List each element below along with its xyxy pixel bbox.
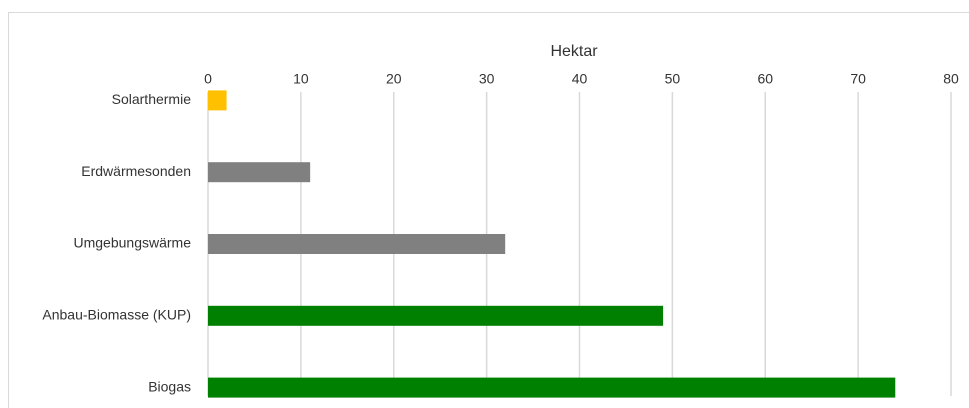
y-tick-label: Umgebungswärme — [74, 235, 192, 251]
y-tick-label: Erdwärmesonden — [81, 163, 191, 179]
x-tick-label: 60 — [757, 71, 773, 87]
y-tick-label: Anbau-Biomasse (KUP) — [42, 307, 191, 323]
x-tick-label: 80 — [943, 71, 959, 87]
x-tick-label: 40 — [572, 71, 588, 87]
x-tick-label: 0 — [204, 71, 212, 87]
bar — [208, 90, 227, 111]
chart-frame — [8, 12, 969, 408]
x-tick-label: 30 — [479, 71, 495, 87]
y-tick-label: Solarthermie — [112, 91, 192, 107]
bar — [208, 305, 664, 326]
x-tick-label: 10 — [293, 71, 309, 87]
bar — [208, 162, 311, 183]
y-tick-label: Biogas — [148, 378, 191, 394]
bar — [208, 377, 896, 398]
axis-title: Hektar — [550, 43, 598, 60]
x-tick-label: 50 — [665, 71, 681, 87]
bar — [208, 234, 506, 254]
x-tick-label: 70 — [850, 71, 866, 87]
x-tick-label: 20 — [386, 71, 402, 87]
